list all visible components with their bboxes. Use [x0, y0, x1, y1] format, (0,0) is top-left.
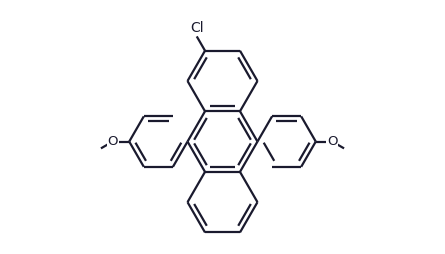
- Text: O: O: [327, 135, 338, 148]
- Text: O: O: [107, 135, 118, 148]
- Text: Cl: Cl: [190, 21, 203, 35]
